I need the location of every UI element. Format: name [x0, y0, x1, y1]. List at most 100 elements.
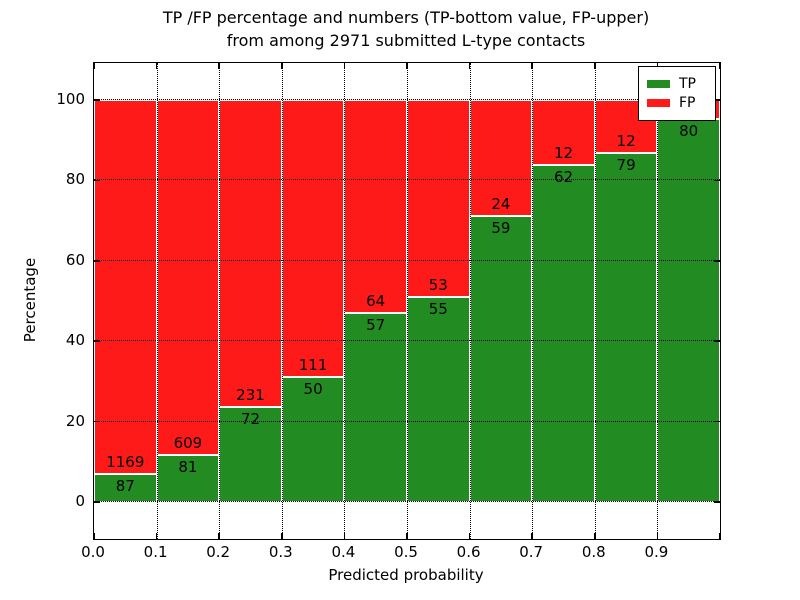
chart-title: TP /FP percentage and numbers (TP-bottom… — [93, 6, 719, 52]
plot-area: 87 1169 81 609 72 231 50 111 57 64 55 53 59 24 62 12 79 1… — [93, 62, 721, 540]
x-tick-label: 0.7 — [519, 543, 544, 561]
x-tick-mark — [343, 63, 346, 69]
y-tick-mark — [714, 260, 720, 262]
x-tick-mark — [468, 63, 471, 69]
chart-title-line2: from among 2971 submitted L-type contact… — [226, 31, 586, 50]
y-tick-mark — [94, 99, 100, 101]
horizontal-gridline — [94, 259, 720, 261]
vertical-gridline — [156, 63, 158, 539]
fp-count-label: 231 — [236, 385, 265, 404]
x-tick-mark — [406, 63, 408, 69]
y-tick-mark — [714, 420, 720, 423]
fp-count-label: 64 — [366, 291, 386, 310]
vertical-gridline — [281, 63, 283, 539]
x-tick-mark — [155, 533, 158, 539]
vertical-gridline — [594, 63, 596, 539]
tp-count-label: 50 — [303, 380, 323, 399]
legend-entry-tp: TP — [647, 76, 709, 92]
legend: TP FP — [638, 66, 716, 121]
tp-bar-segment — [407, 297, 470, 502]
tp-count-label: 79 — [616, 156, 636, 175]
tp-bar-segment — [657, 119, 720, 502]
fp-count-label: 1169 — [106, 453, 145, 472]
legend-label-tp: TP — [679, 76, 696, 92]
tp-count-label: 80 — [679, 122, 699, 141]
x-tick-label: 0.8 — [581, 543, 606, 561]
x-tick-mark — [93, 533, 95, 539]
fp-bar-segment — [532, 100, 595, 166]
legend-entry-fp: FP — [647, 95, 709, 111]
fp-bar-segment — [281, 100, 345, 378]
y-tick-label: 100 — [56, 90, 85, 108]
fp-bar-segment — [344, 100, 407, 313]
x-tick-label: 0.3 — [268, 543, 293, 561]
vertical-gridline — [469, 63, 471, 539]
horizontal-gridline — [94, 179, 720, 181]
horizontal-gridline — [94, 340, 720, 342]
x-tick-mark — [719, 533, 721, 539]
x-tick-mark — [281, 63, 283, 69]
x-axis-label: Predicted probability — [328, 566, 484, 584]
fp-count-label: 53 — [428, 276, 448, 295]
tp-bar-segment — [594, 153, 658, 502]
x-tick-mark — [406, 533, 408, 539]
x-tick-mark — [531, 63, 533, 69]
fp-bar-segment — [407, 100, 470, 298]
tp-legend-swatch-icon — [647, 80, 670, 88]
tp-count-label: 72 — [240, 409, 261, 428]
tp-bar-segment — [532, 165, 595, 502]
y-tick-mark — [94, 179, 100, 182]
chart-title-line1: TP /FP percentage and numbers (TP-bottom… — [162, 8, 650, 27]
y-tick-mark — [94, 420, 100, 423]
vertical-gridline — [344, 63, 346, 539]
vertical-gridline — [407, 63, 408, 539]
x-tick-mark — [343, 533, 346, 539]
x-tick-mark — [155, 63, 158, 69]
horizontal-gridline — [94, 420, 720, 422]
tp-count-label: 87 — [115, 477, 135, 496]
vertical-gridline — [532, 63, 534, 539]
fp-bar-segment — [594, 100, 658, 154]
fp-count-label: 609 — [173, 433, 203, 452]
fp-legend-swatch-icon — [647, 99, 670, 107]
x-tick-mark — [281, 533, 283, 539]
x-tick-label: 0.5 — [394, 543, 418, 561]
y-tick-mark — [714, 179, 720, 182]
x-tick-mark — [218, 63, 220, 69]
fp-bar-segment — [94, 100, 157, 475]
y-tick-mark — [94, 340, 100, 342]
y-tick-mark — [94, 501, 100, 503]
horizontal-gridline — [94, 501, 720, 502]
tp-count-label: 62 — [553, 168, 574, 187]
horizontal-gridline — [94, 99, 720, 100]
fp-bar-segment — [219, 100, 282, 407]
tp-count-label: 55 — [428, 300, 448, 319]
fp-count-label: 111 — [298, 356, 328, 375]
x-tick-label: 0.1 — [143, 543, 168, 561]
x-tick-mark — [531, 533, 533, 539]
fp-bar-segment — [469, 100, 533, 217]
tp-count-label: 81 — [178, 457, 198, 476]
vertical-gridline — [657, 63, 659, 539]
tp-count-label: 57 — [366, 315, 386, 334]
x-tick-mark — [468, 533, 471, 539]
y-tick-label: 80 — [65, 170, 85, 189]
y-tick-mark — [714, 501, 720, 503]
x-tick-label: 0.6 — [456, 543, 481, 561]
vertical-gridline — [219, 63, 221, 539]
y-tick-mark — [714, 340, 720, 342]
y-tick-mark — [94, 260, 100, 262]
y-tick-label: 0 — [75, 492, 85, 510]
fp-bar-segment — [156, 100, 220, 455]
y-axis-label: Percentage — [21, 257, 39, 343]
fp-count-label: 24 — [491, 195, 511, 214]
x-tick-label: 0.4 — [331, 543, 356, 561]
x-tick-mark — [719, 63, 721, 69]
x-tick-mark — [93, 63, 95, 69]
x-tick-label: 0.0 — [81, 543, 105, 561]
y-tick-mark — [714, 99, 720, 101]
x-tick-mark — [594, 63, 596, 69]
x-tick-mark — [218, 533, 220, 539]
x-tick-mark — [594, 533, 596, 539]
